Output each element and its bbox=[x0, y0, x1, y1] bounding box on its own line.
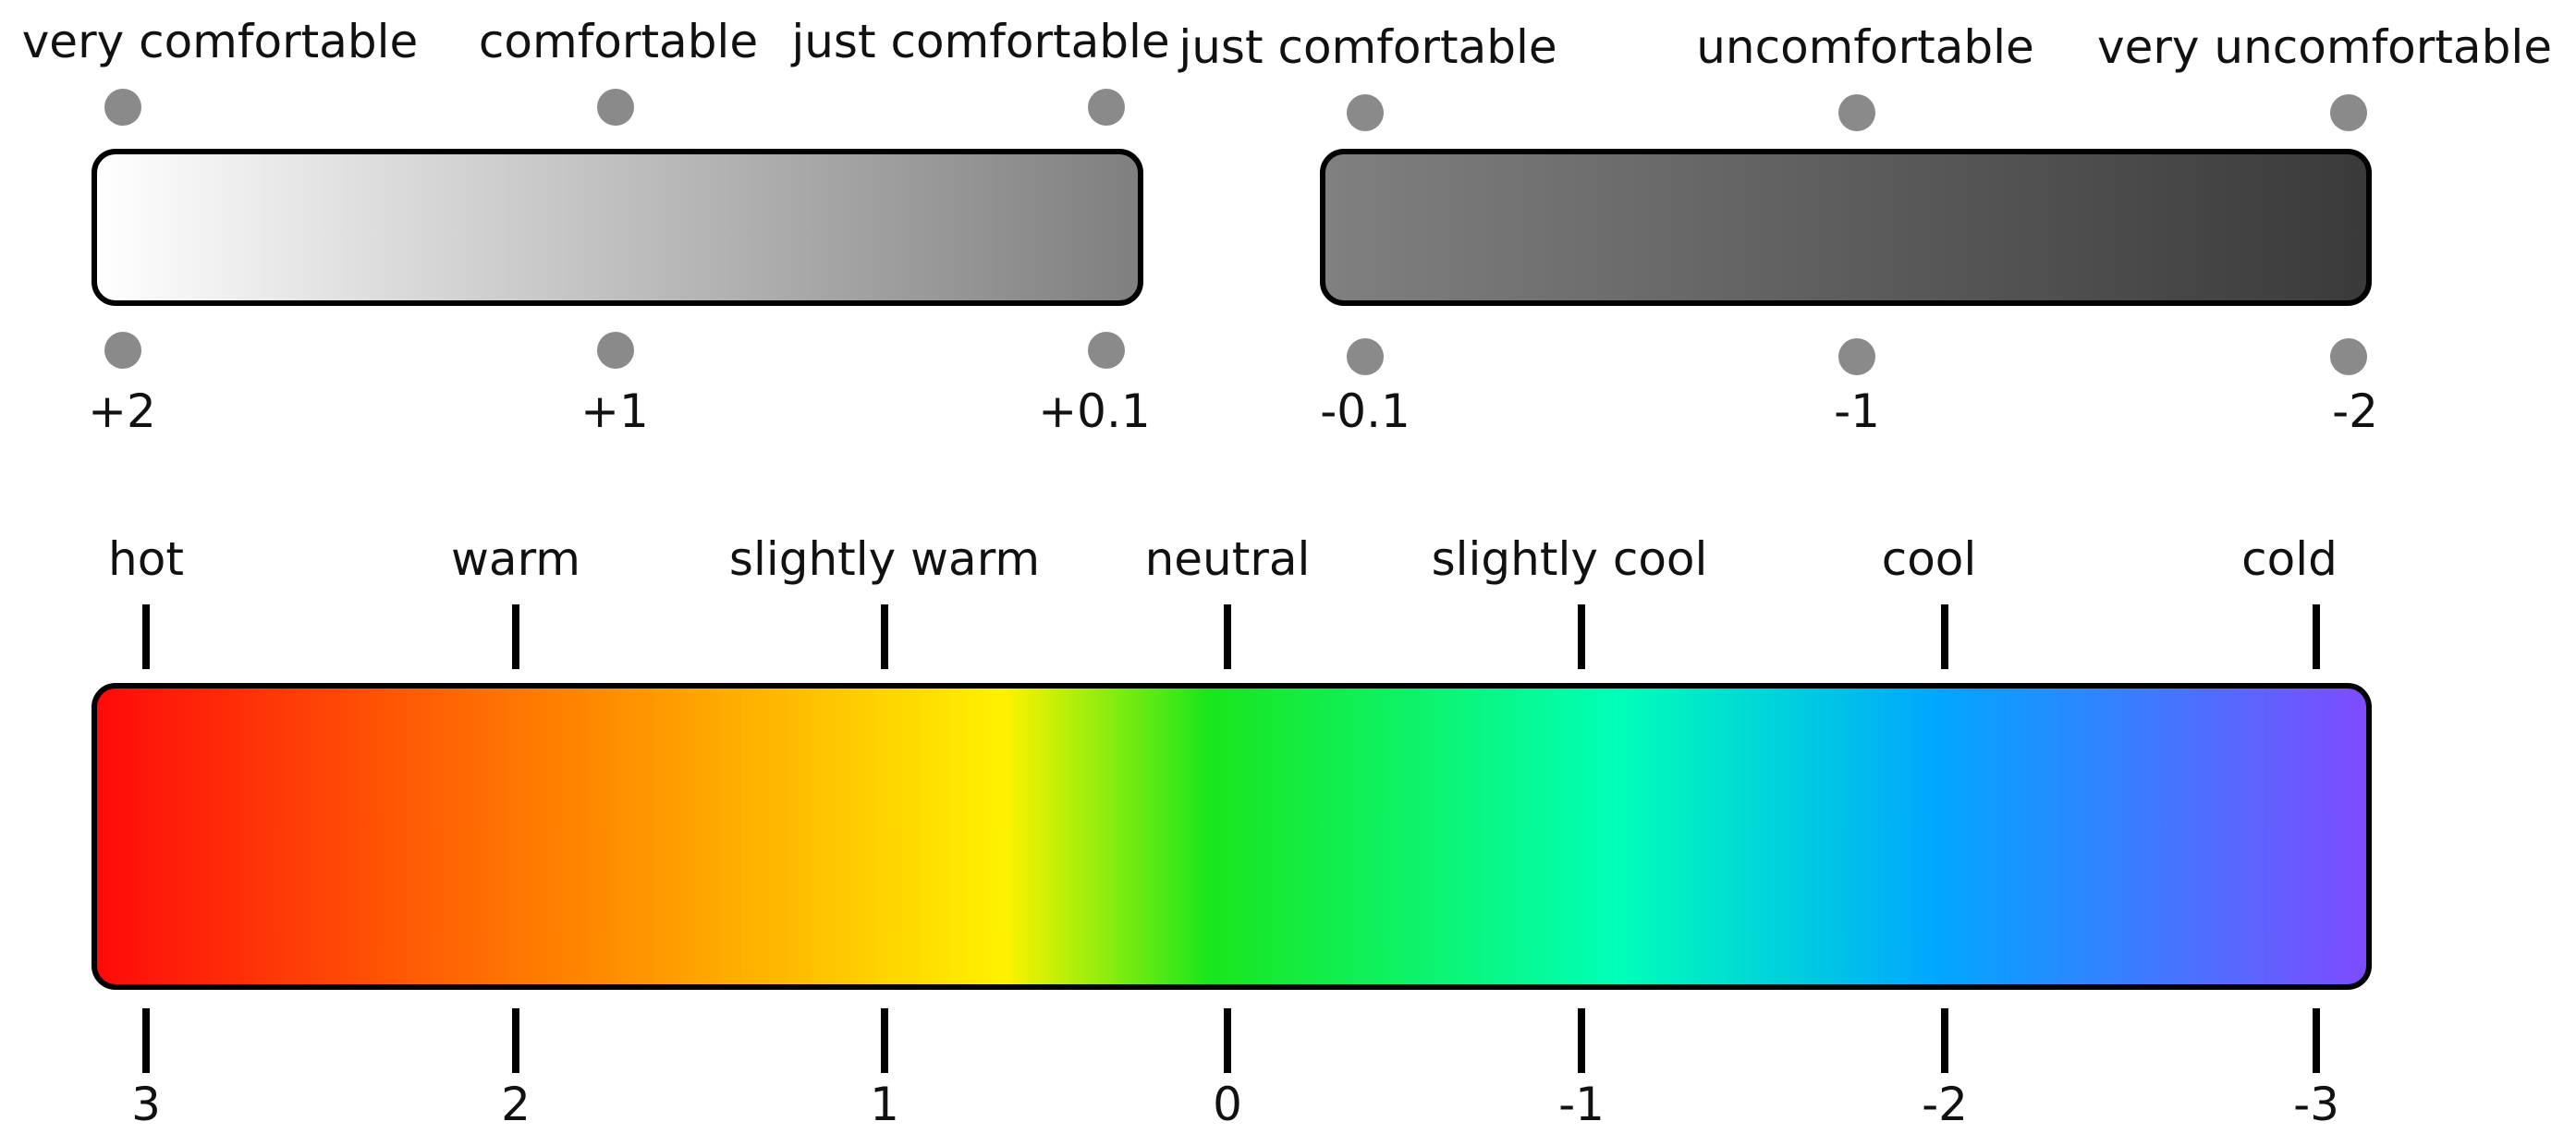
thermal-tick-top bbox=[1941, 604, 1948, 669]
marker-dot bbox=[1088, 89, 1125, 126]
thermal-tick-top bbox=[2313, 604, 2320, 669]
negative-comfort-bar bbox=[1320, 149, 2372, 306]
marker-dot bbox=[104, 89, 141, 126]
marker-dot bbox=[104, 332, 141, 369]
thermal-value-minus-1: -1 bbox=[1558, 1078, 1605, 1131]
thermal-value-2: 2 bbox=[501, 1078, 531, 1131]
thermal-tick-bottom bbox=[1941, 1008, 1948, 1073]
thermal-value-minus-2: -2 bbox=[1922, 1078, 1968, 1131]
comfort-value-minus-2: -2 bbox=[2332, 384, 2378, 438]
thermal-value-0: 0 bbox=[1213, 1078, 1242, 1131]
thermal-label-cold: cold bbox=[2241, 532, 2338, 586]
thermal-label-slightly-cool: slightly cool bbox=[1431, 532, 1708, 586]
comfort-label-uncomfortable: uncomfortable bbox=[1696, 20, 2034, 74]
thermal-tick-top bbox=[881, 604, 888, 669]
thermal-tick-top bbox=[1578, 604, 1585, 669]
comfort-value-plus-0-1: +0.1 bbox=[1038, 384, 1151, 438]
thermal-tick-bottom bbox=[1224, 1008, 1231, 1073]
marker-dot bbox=[1838, 94, 1875, 131]
thermal-value-3: 3 bbox=[131, 1078, 161, 1131]
thermal-value-1: 1 bbox=[870, 1078, 899, 1131]
thermal-label-cool: cool bbox=[1881, 532, 1977, 586]
marker-dot bbox=[1347, 338, 1384, 375]
comfort-value-minus-1: -1 bbox=[1834, 384, 1880, 438]
thermal-tick-top bbox=[142, 604, 150, 669]
comfort-label-very-comfortable: very comfortable bbox=[21, 15, 419, 68]
thermal-value-minus-3: -3 bbox=[2293, 1078, 2339, 1131]
marker-dot bbox=[597, 89, 634, 126]
comfort-label-comfortable: comfortable bbox=[478, 15, 759, 68]
comfort-label-very-uncomfortable: very uncomfortable bbox=[2097, 20, 2552, 74]
marker-dot bbox=[597, 332, 634, 369]
marker-dot bbox=[2330, 338, 2367, 375]
comfort-value-minus-0-1: -0.1 bbox=[1320, 384, 1410, 438]
thermal-tick-top bbox=[512, 604, 519, 669]
comfort-value-plus-1: +1 bbox=[580, 384, 649, 438]
marker-dot bbox=[1347, 94, 1384, 131]
thermal-tick-bottom bbox=[2313, 1008, 2320, 1073]
positive-comfort-bar bbox=[92, 149, 1143, 306]
thermal-tick-bottom bbox=[512, 1008, 519, 1073]
marker-dot bbox=[1088, 332, 1125, 369]
thermal-label-hot: hot bbox=[108, 532, 184, 586]
marker-dot bbox=[1838, 338, 1875, 375]
thermal-sensation-bar bbox=[92, 683, 2372, 990]
thermal-tick-bottom bbox=[881, 1008, 888, 1073]
comfort-label-just-comfortable-negative: just comfortable bbox=[1178, 20, 1557, 74]
thermal-tick-top bbox=[1224, 604, 1231, 669]
thermal-label-slightly-warm: slightly warm bbox=[728, 532, 1041, 586]
marker-dot bbox=[2330, 94, 2367, 131]
thermal-label-warm: warm bbox=[451, 532, 580, 586]
comfort-value-plus-2: +2 bbox=[88, 384, 156, 438]
comfort-label-just-comfortable-positive: just comfortable bbox=[791, 15, 1170, 68]
thermal-tick-bottom bbox=[142, 1008, 150, 1073]
thermal-label-neutral: neutral bbox=[1144, 532, 1311, 586]
thermal-tick-bottom bbox=[1578, 1008, 1585, 1073]
